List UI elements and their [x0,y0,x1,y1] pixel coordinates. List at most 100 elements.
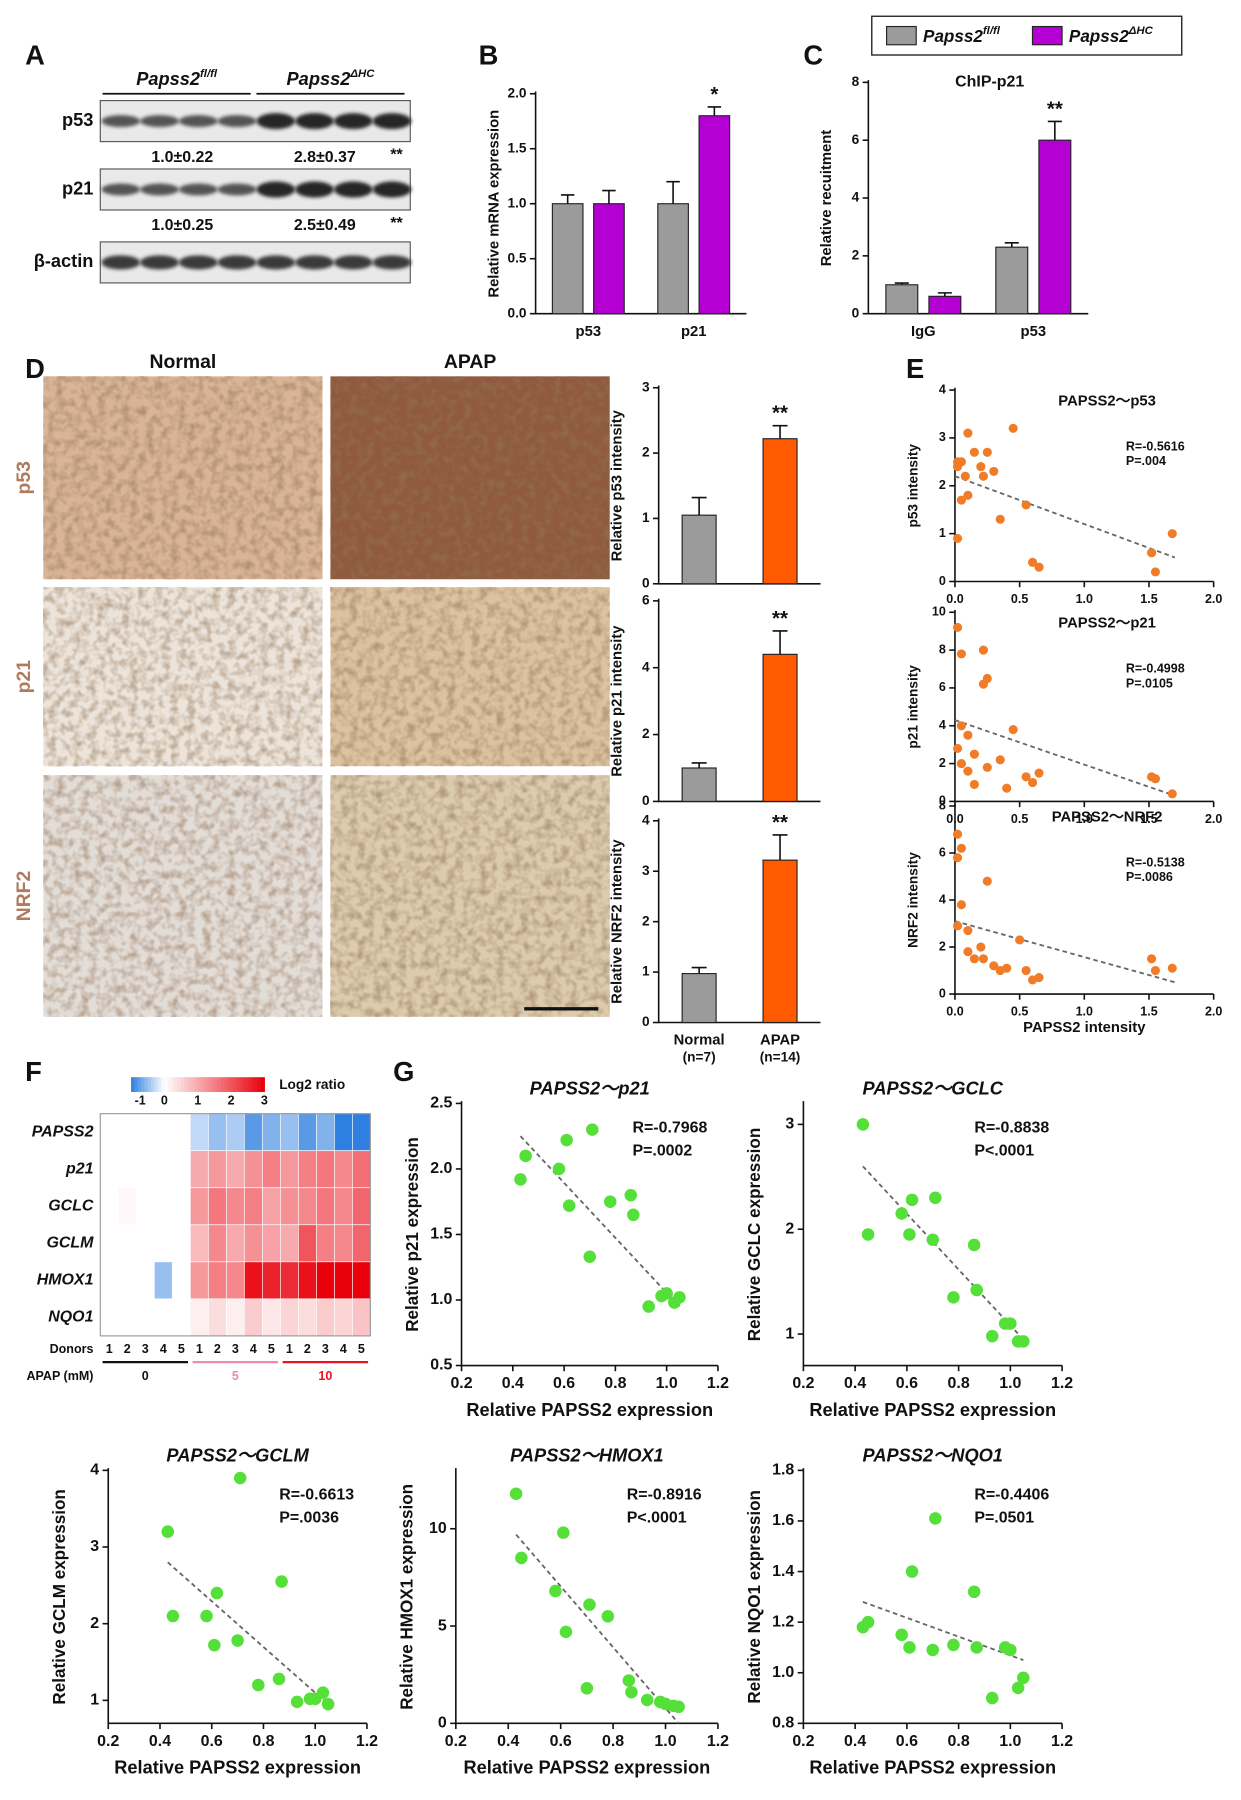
x-tick-label: p53 [576,324,602,340]
x-tick-label: 1.0 [1076,1005,1093,1019]
point [963,730,973,740]
point [1034,973,1044,983]
blot-label: p21 [62,177,93,198]
point [515,1551,528,1565]
x-tick-label: 0.4 [502,1375,524,1392]
row-label: NQO1 [48,1309,93,1326]
heat-cell [99,1187,119,1226]
group-label: 10 [318,1369,332,1383]
y-tick-label: 0 [939,986,946,1000]
heat-cell [189,1224,209,1263]
heat-cell [297,1150,317,1189]
point [1147,548,1157,558]
point [856,1118,870,1131]
significance: * [710,83,718,106]
heat-cell [117,1113,137,1152]
heat-cell [189,1298,209,1337]
point [200,1609,213,1623]
y-tick-label: 2 [642,913,650,928]
column-title: Donors [50,1342,94,1356]
heat-cell [316,1224,335,1263]
point [1021,772,1031,782]
heat-cell [153,1224,173,1263]
y-tick-label: 6 [939,845,946,859]
point [861,1615,875,1629]
x-tick-label: 1.0 [1076,592,1093,606]
blot-sig: ** [390,147,403,164]
heat-cell [261,1298,281,1337]
point [1150,965,1161,976]
heat-cell [279,1261,299,1300]
x-tick-label: 1.0 [656,1375,678,1392]
error-bar [772,424,788,439]
y-tick-label: 2 [852,247,860,262]
heat-cell [261,1150,281,1189]
heat-cell [225,1224,245,1263]
bar [681,767,717,802]
y-tick-label: 5 [438,1617,447,1634]
panel-label: B [479,40,499,71]
colorbar-step [207,1077,212,1093]
heat-cell [261,1187,281,1226]
heat-cell [334,1224,353,1263]
point [956,649,966,659]
error-bar [666,180,680,204]
point [956,900,966,910]
point [603,1195,617,1208]
x-tick-label: 1.0 [304,1733,326,1750]
point [1028,777,1038,788]
blot-quant: 1.0±0.25 [151,217,213,234]
point [1017,1671,1030,1685]
colorbar-step [241,1077,245,1093]
x-tick-label: 0.5 [1011,812,1028,826]
column-label: 4 [250,1342,257,1356]
x-tick-label: 0.6 [550,1733,572,1750]
heat-cell [117,1187,137,1226]
r-label: R=-0.5616 [1126,439,1185,453]
r-label: R=-0.4998 [1126,662,1185,676]
x-tick-label: 1.2 [707,1375,729,1392]
blot-quant: 2.5±0.49 [294,217,356,234]
colorbar-step [144,1077,149,1093]
x-tick-label: p21 [681,324,707,340]
y-tick-label: 0.8 [772,1715,794,1732]
colorbar-step [247,1077,252,1093]
heat-cell [297,1261,317,1300]
y-axis-label: Relative p21 intensity [610,625,626,777]
panel-label: A [25,40,45,71]
point [976,942,986,952]
x-tick-label: 0.2 [792,1733,814,1750]
point [895,1207,908,1220]
y-tick-label: 8 [939,642,946,656]
y-tick-label: 0.5 [430,1357,452,1374]
point [952,457,963,467]
y-tick-label: 10 [429,1520,447,1537]
group-title: APAP (mM) [26,1369,93,1383]
point [1015,935,1025,945]
point [1004,1643,1017,1657]
blot-label: β-actin [34,250,94,271]
heat-cell [99,1113,119,1152]
point [1167,529,1177,539]
error-bar [691,966,707,974]
colorbar-tick-label: 1 [194,1093,201,1107]
ihc-texture [330,376,610,580]
heat-cell [352,1113,371,1152]
ihc-row-label: NRF2 [13,871,35,922]
row-label: GCLC [48,1197,94,1214]
colorbar-step [151,1077,155,1093]
point [519,1149,532,1163]
point [622,1674,636,1687]
ihc-column-label: Normal [150,351,217,373]
heat-cell [316,1113,335,1152]
colorbar-step [131,1077,135,1093]
heat-cell [207,1113,227,1152]
heat-cell [316,1261,335,1300]
point [963,947,973,957]
colorbar-step [224,1077,229,1093]
colorbar-step [221,1077,225,1093]
y-tick-label: 3 [785,1116,794,1133]
heat-cell [153,1298,173,1337]
axis-line [802,1101,1063,1367]
point [560,1133,573,1147]
